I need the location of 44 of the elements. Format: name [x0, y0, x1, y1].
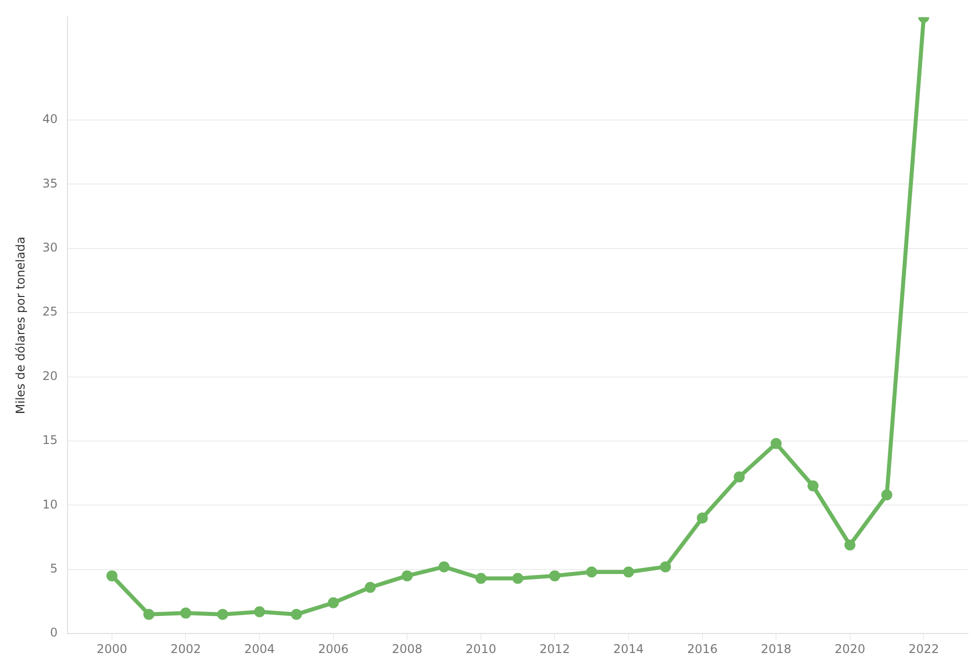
y-tick-label: 30 [42, 240, 58, 254]
x-tick-label: 2000 [96, 642, 128, 656]
point [844, 539, 856, 550]
point [180, 608, 192, 619]
y-tick-label: 10 [42, 497, 58, 512]
point [512, 572, 524, 584]
point [364, 582, 376, 593]
y-tick-label: 25 [42, 304, 58, 319]
point [770, 438, 782, 450]
point [217, 608, 228, 620]
x-tick-label: 2014 [613, 642, 644, 656]
x-tick-label: 2022 [908, 642, 939, 656]
point [475, 572, 486, 584]
y-tick-label: 40 [42, 112, 58, 126]
x-tick-label: 2012 [539, 642, 570, 656]
y-tick-label: 15 [42, 433, 58, 448]
x-tick-label: 2006 [318, 642, 349, 656]
point [438, 561, 450, 572]
point [328, 597, 339, 608]
point [660, 561, 671, 572]
y-tick-label: 0 [50, 626, 58, 640]
x-tick-label: 2020 [834, 642, 866, 656]
x-tick-label: 2010 [466, 642, 496, 656]
point [143, 608, 154, 620]
y-tick-label: 20 [42, 368, 58, 383]
point [106, 570, 118, 582]
y-tick-label: 35 [42, 176, 58, 190]
y-axis-title: Miles de dólares por tonelada [13, 236, 28, 414]
x-tick-label: 2018 [760, 642, 792, 656]
point [734, 471, 745, 482]
point [254, 606, 266, 618]
point [402, 570, 413, 582]
y-tick-label: 5 [50, 562, 58, 576]
point [586, 566, 598, 578]
x-tick-label: 2004 [244, 642, 275, 656]
point [881, 489, 892, 500]
point [696, 512, 708, 524]
point [808, 480, 819, 492]
x-tick-label: 2002 [170, 642, 202, 656]
x-tick-label: 2008 [392, 642, 422, 656]
point [623, 566, 634, 578]
x-tick-label: 2016 [687, 642, 718, 656]
point [549, 570, 560, 582]
point [290, 608, 302, 620]
